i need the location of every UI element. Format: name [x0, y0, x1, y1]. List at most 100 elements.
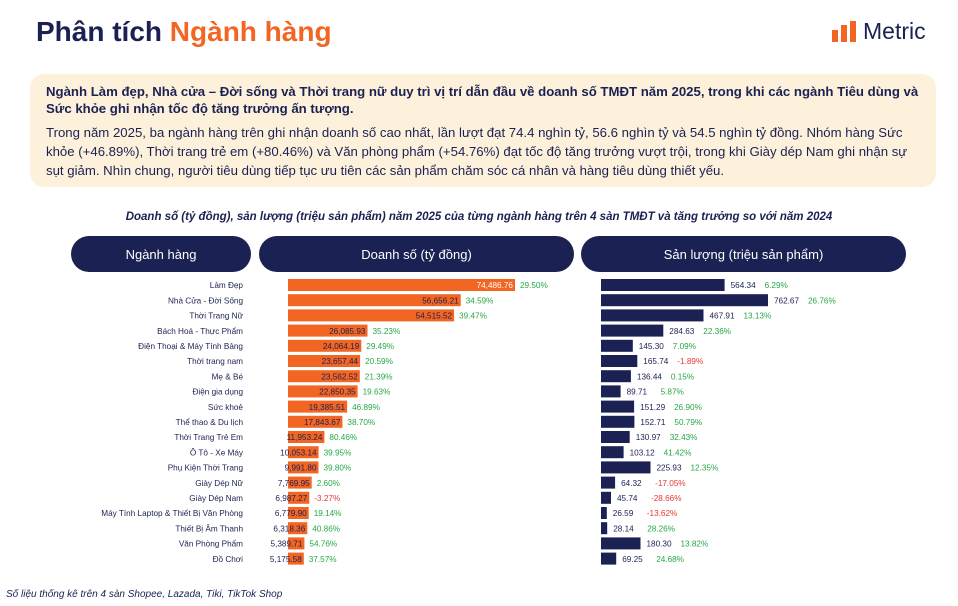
volume-value-label: 145.30 [639, 342, 664, 351]
revenue-value-label: 19,385.51 [309, 403, 346, 412]
title-main: Phân tích [36, 16, 163, 47]
revenue-growth-label: -3.27% [314, 494, 340, 503]
volume-value-label: 28.14 [613, 524, 634, 533]
volume-growth-label: 6.29% [765, 281, 788, 290]
volume-value-label: 64.32 [621, 479, 642, 488]
volume-bar [601, 309, 704, 322]
volume-bar [601, 370, 631, 383]
category-label: Bách Hoá - Thực Phẩm [157, 326, 243, 336]
volume-growth-label: 28.26% [647, 524, 675, 533]
volume-column-header: Sản lượng (triệu sản phẩm) [581, 236, 906, 272]
volume-bar [601, 461, 651, 474]
revenue-growth-label: 19.63% [363, 388, 391, 397]
revenue-bar [288, 355, 361, 367]
category-label: Máy Tính Laptop & Thiết Bị Văn Phòng [101, 509, 243, 518]
revenue-value-label: 6,987.27 [275, 494, 307, 503]
revenue-growth-label: 46.89% [352, 403, 380, 412]
category-label: Điện Thoại & Máy Tính Bảng [138, 342, 243, 351]
volume-growth-label: 50.79% [674, 418, 702, 427]
volume-growth-label: 7.09% [673, 342, 696, 351]
bar-chart: Làm Đẹp 74,486.76 29.50% 564.34 6.29% Nhà Cửa… [101, 279, 836, 565]
revenue-bar [288, 279, 515, 291]
volume-growth-label: 32.43% [670, 433, 698, 442]
category-label: Văn Phòng Phẩm [179, 539, 243, 549]
revenue-growth-label: 39.47% [459, 312, 487, 321]
volume-value-label: 151.29 [640, 403, 665, 412]
revenue-bar [288, 461, 319, 474]
revenue-value-label: 74,486.76 [477, 281, 514, 290]
revenue-bar [288, 507, 309, 519]
revenue-growth-label: 39.95% [324, 448, 352, 457]
volume-bar [601, 507, 607, 519]
volume-value-label: 180.30 [647, 540, 672, 549]
volume-growth-label: 0.15% [671, 372, 694, 381]
volume-value-label: 69.25 [622, 555, 643, 564]
revenue-bar [288, 309, 455, 322]
volume-bar [601, 491, 611, 504]
revenue-bar [288, 385, 358, 398]
revenue-growth-label: 2.60% [317, 479, 340, 488]
title-accent: Ngành hàng [169, 16, 332, 47]
category-label: Mẹ & Bé [212, 372, 244, 381]
category-label: Phụ Kiện Thời Trang [168, 464, 244, 473]
chart-title: Doanh số (tỷ đồng), sản lượng (triệu sản… [125, 211, 833, 223]
revenue-growth-label: 20.59% [365, 357, 393, 366]
category-label: Thể thao & Du lịch [176, 417, 244, 427]
volume-value-label: 136.44 [637, 372, 662, 381]
volume-bar [601, 324, 664, 337]
revenue-value-label: 5,389.71 [271, 540, 303, 549]
revenue-value-label: 26,085.93 [329, 327, 366, 336]
volume-value-label: 45.74 [617, 494, 638, 503]
revenue-bar [288, 370, 360, 383]
volume-growth-label: 12.35% [691, 464, 719, 473]
volume-growth-label: -28.66% [651, 494, 682, 503]
volume-bar [601, 279, 725, 291]
volume-value-label: 130.97 [636, 433, 661, 442]
category-label: Sức khoẻ [208, 403, 244, 412]
revenue-growth-label: 34.59% [466, 296, 494, 305]
volume-growth-label: 13.82% [681, 540, 709, 549]
revenue-value-label: 6,779.90 [275, 509, 307, 518]
summary-body: Trong năm 2025, ba ngành hàng trên ghi n… [46, 125, 908, 178]
volume-value-label: 225.93 [657, 464, 682, 473]
page-title: Phân tích Ngành hàng [36, 16, 332, 48]
volume-value-label: 165.74 [643, 357, 668, 366]
revenue-bar [288, 522, 308, 535]
revenue-bar [288, 339, 362, 352]
volume-bar [601, 446, 624, 459]
brand-logo: Metric [831, 18, 926, 45]
revenue-growth-label: 38.70% [347, 418, 375, 427]
revenue-growth-label: 39.80% [324, 464, 352, 473]
revenue-value-label: 10,053.14 [280, 448, 317, 457]
logo-text: Metric [863, 18, 926, 44]
volume-growth-label: 22.36% [703, 327, 731, 336]
revenue-growth-label: 19.14% [314, 509, 342, 518]
volume-value-label: 284.63 [669, 327, 694, 336]
volume-value-label: 762.67 [774, 296, 799, 305]
revenue-bar [288, 294, 461, 307]
revenue-bar [288, 400, 348, 413]
volume-bar [601, 431, 630, 443]
volume-value-label: 103.12 [630, 448, 655, 457]
revenue-bar [288, 324, 368, 337]
revenue-growth-label: 40.86% [312, 524, 340, 533]
revenue-bar [288, 415, 343, 428]
category-label: Nhà Cửa - Đời Sống [168, 296, 243, 305]
volume-value-label: 467.91 [710, 312, 735, 321]
category-label: Thời trang nam [187, 357, 243, 366]
volume-value-label: 152.71 [640, 418, 665, 427]
revenue-bar [288, 537, 305, 550]
volume-bar [601, 385, 621, 398]
volume-bar [601, 339, 633, 352]
category-label: Giày Dép Nam [189, 494, 243, 503]
revenue-bar [288, 476, 312, 489]
category-label: Thời Trang Trẻ Em [174, 433, 243, 442]
revenue-growth-label: 29.50% [520, 281, 548, 290]
revenue-value-label: 9,991.80 [285, 464, 317, 473]
category-label: Ô Tô - Xe Máy [190, 447, 244, 457]
volume-value-label: 564.34 [731, 281, 756, 290]
category-label: Đồ Chơi [213, 555, 244, 564]
revenue-bar [288, 491, 310, 504]
volume-bar [601, 415, 635, 428]
category-label: Thời Trang Nữ [189, 312, 243, 321]
